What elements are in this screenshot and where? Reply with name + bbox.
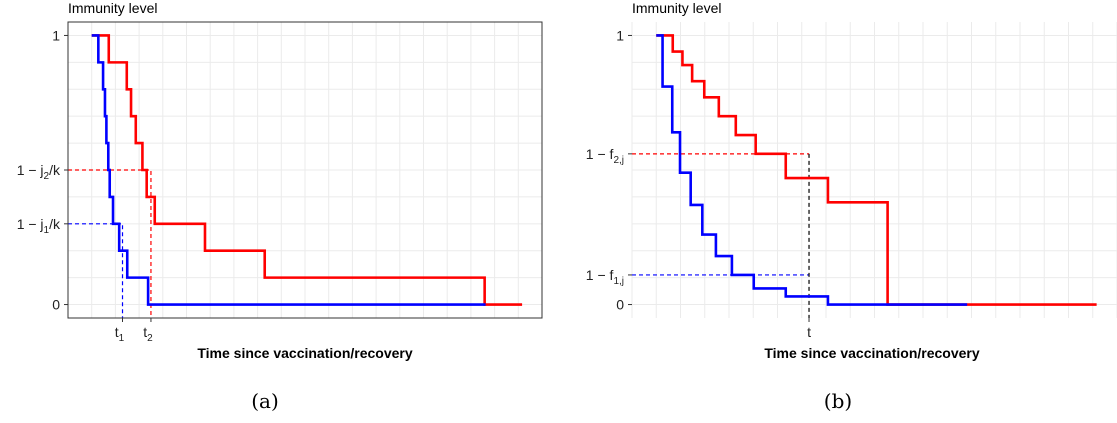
x-tick-label: t1 — [115, 324, 125, 344]
panel-a-xlabel: Time since vaccination/recovery — [197, 345, 413, 361]
panel-a-y-ticks: 1 1 − j2/k 1 − j1/k 0 — [17, 27, 68, 313]
series-line-blue — [656, 34, 968, 306]
panel-b-reference-lines — [632, 153, 810, 318]
panel-b-series — [656, 34, 1097, 306]
panel-b-grid — [631, 22, 1117, 318]
panel-b-caption: (b) — [824, 389, 852, 413]
panel-a-caption: (a) — [251, 389, 279, 413]
panel-b: Immunity level 1 1 − f2,j 1 − f1,j 0 t Time… — [586, 0, 1117, 413]
y-tick-label: 1 − j1/k — [17, 216, 61, 236]
y-tick-label: 0 — [616, 297, 624, 313]
series-line-red — [656, 34, 1097, 306]
y-tick-label: 0 — [52, 297, 60, 313]
y-tick-label: 1 − f1,j — [586, 267, 624, 287]
panel-a-x-ticks: t1 t2 — [115, 318, 153, 344]
panel-b-ylabel: Immunity level — [632, 0, 721, 16]
x-tick-label: t2 — [143, 324, 153, 344]
panel-b-xlabel: Time since vaccination/recovery — [764, 345, 980, 361]
x-tick-label: t — [807, 324, 811, 340]
series-line-red — [91, 34, 523, 306]
panel-a: Immunity level 1 1 − j2/k 1 − j1/k 0 t1 t2 T… — [17, 0, 543, 413]
reference-line-2 — [68, 223, 124, 318]
y-tick-label: 1 — [616, 27, 624, 43]
panel-b-x-ticks: t — [807, 318, 811, 340]
panel-b-y-ticks: 1 1 − f2,j 1 − f1,j 0 — [586, 27, 632, 313]
y-tick-label: 1 — [52, 27, 60, 43]
panel-a-series — [91, 34, 523, 306]
y-tick-label: 1 − j2/k — [17, 162, 61, 182]
series-line-blue — [91, 34, 486, 306]
panel-a-ylabel: Immunity level — [68, 0, 157, 16]
y-tick-label: 1 − f2,j — [586, 146, 624, 166]
